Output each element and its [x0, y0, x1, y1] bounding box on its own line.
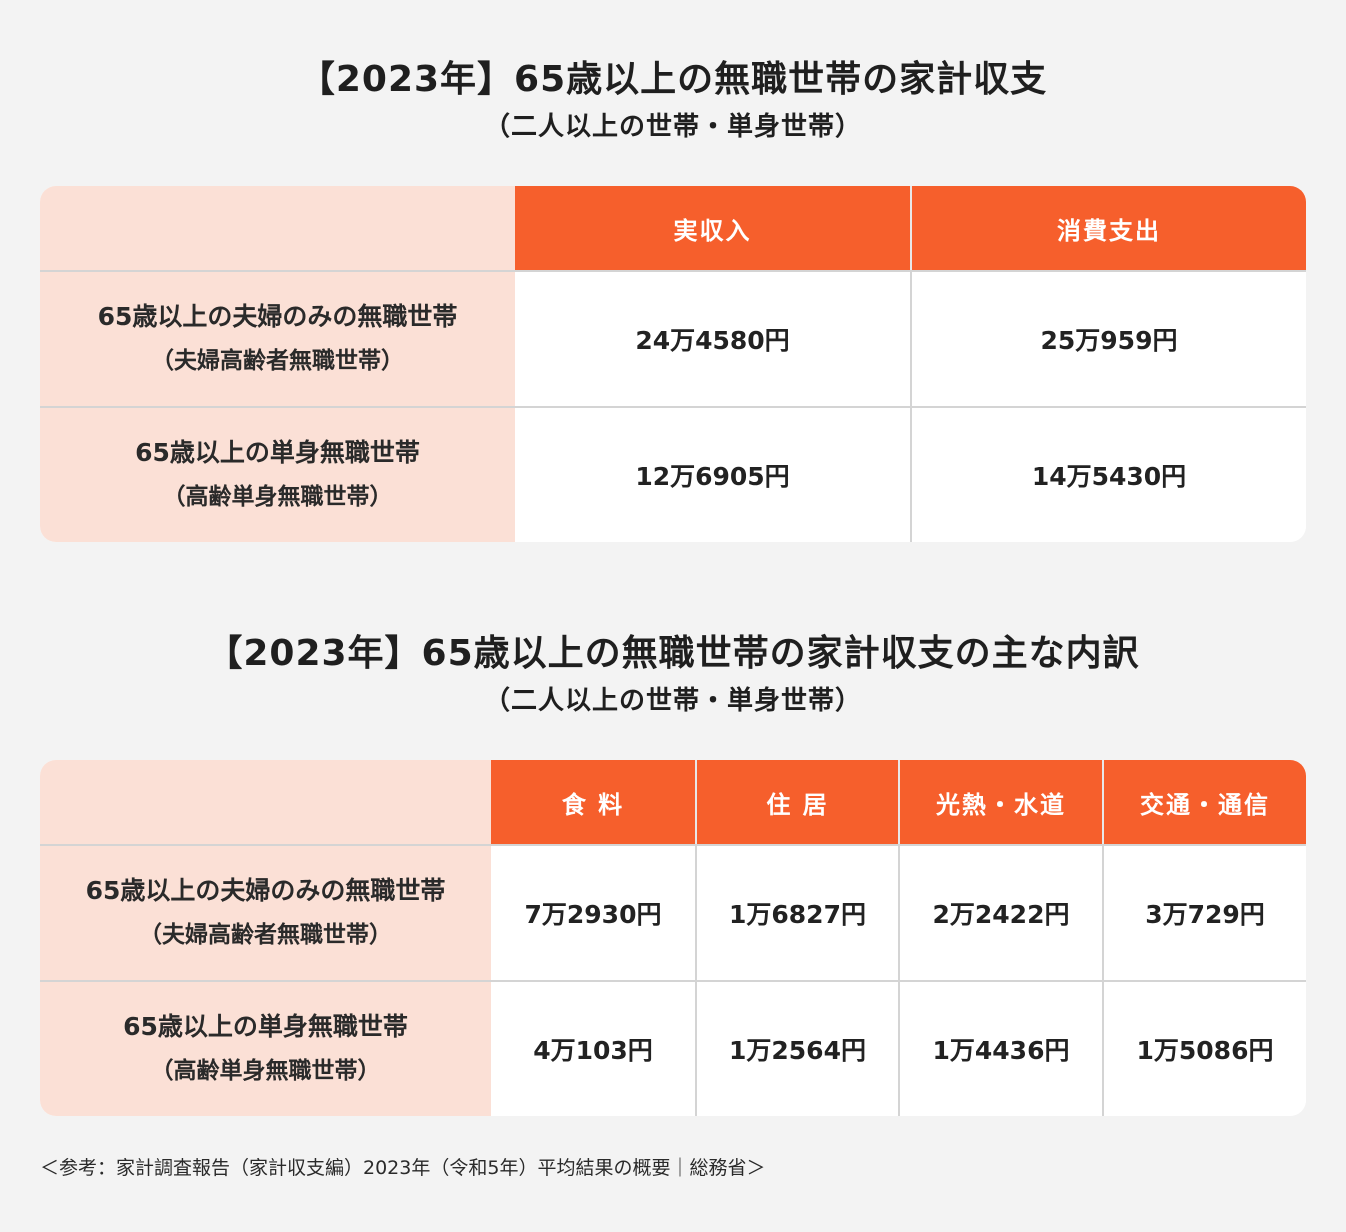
column-header-consumption: 消費支出 — [910, 186, 1306, 270]
income-expense-table: 実収入 消費支出 65歳以上の夫婦のみの無職世帯 （夫婦高齢者無職世帯） 24万… — [40, 186, 1306, 542]
table-cell: 2万2422円 — [898, 844, 1102, 980]
section1-subtitle: （二人以上の世帯・単身世帯） — [483, 112, 862, 142]
column-header-food: 食 料 — [491, 760, 695, 844]
table-cell: 12万6905円 — [515, 406, 910, 542]
breakdown-table: 食 料 住 居 光熱・水道 交通・通信 65歳以上の夫婦のみの無職世帯 （夫婦高… — [40, 760, 1306, 1116]
section2-subtitle: （二人以上の世帯・単身世帯） — [483, 686, 862, 716]
table-cell: 25万959円 — [910, 270, 1306, 406]
row-label-couple: 65歳以上の夫婦のみの無職世帯 （夫婦高齢者無職世帯） — [40, 844, 491, 980]
column-header-income: 実収入 — [515, 186, 910, 270]
section2-title: 【2023年】65歳以上の無職世帯の家計収支の主な内訳 — [206, 633, 1140, 674]
section1-heading: 【2023年】65歳以上の無職世帯の家計収支 （二人以上の世帯・単身世帯） — [0, 58, 1346, 144]
table-cell: 4万103円 — [491, 980, 695, 1116]
row-label-line1: 65歳以上の夫婦のみの無職世帯 — [97, 302, 458, 331]
section1-title: 【2023年】65歳以上の無職世帯の家計収支 — [298, 59, 1048, 100]
row-label-couple: 65歳以上の夫婦のみの無職世帯 （夫婦高齢者無職世帯） — [40, 270, 515, 406]
section2-heading: 【2023年】65歳以上の無職世帯の家計収支の主な内訳 （二人以上の世帯・単身世… — [0, 632, 1346, 718]
table-cell: 1万4436円 — [898, 980, 1102, 1116]
column-header-utilities: 光熱・水道 — [898, 760, 1102, 844]
row-label-line2: （高齢単身無職世帯） — [162, 484, 393, 510]
column-header-transport: 交通・通信 — [1102, 760, 1306, 844]
row-label-line2: （高齢単身無職世帯） — [150, 1058, 381, 1084]
row-label-line1: 65歳以上の単身無職世帯 — [135, 438, 420, 467]
row-label-single: 65歳以上の単身無職世帯 （高齢単身無職世帯） — [40, 980, 491, 1116]
row-label-line2: （夫婦高齢者無職世帯） — [139, 922, 392, 948]
table-cell: 1万2564円 — [695, 980, 898, 1116]
table-cell: 1万6827円 — [695, 844, 898, 980]
source-citation: ＜参考：家計調査報告（家計収支編）2023年（令和5年）平均結果の概要｜総務省＞ — [40, 1157, 766, 1179]
table-cell: 3万729円 — [1102, 844, 1306, 980]
row-label-line1: 65歳以上の夫婦のみの無職世帯 — [85, 876, 446, 905]
column-header-housing: 住 居 — [695, 760, 898, 844]
row-label-line1: 65歳以上の単身無職世帯 — [123, 1012, 408, 1041]
table-cell: 1万5086円 — [1102, 980, 1306, 1116]
table-cell: 24万4580円 — [515, 270, 910, 406]
row-label-single: 65歳以上の単身無職世帯 （高齢単身無職世帯） — [40, 406, 515, 542]
table-cell: 14万5430円 — [910, 406, 1306, 542]
row-label-line2: （夫婦高齢者無職世帯） — [151, 348, 404, 374]
table-corner — [40, 760, 491, 844]
table-cell: 7万2930円 — [491, 844, 695, 980]
table-corner — [40, 186, 515, 270]
